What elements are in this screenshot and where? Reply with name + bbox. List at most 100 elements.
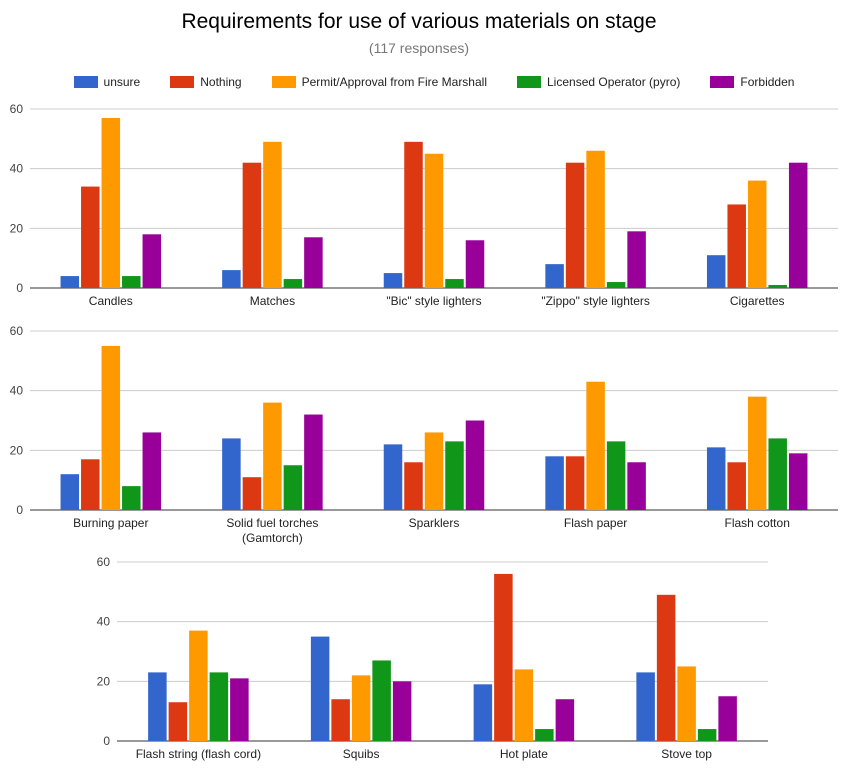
x-tick-label: Sparklers [409,516,460,530]
y-tick-label: 40 [97,615,111,629]
bar: Licensed Operator (pyro): 4 [535,729,554,741]
bar: Permit/Approval from Fire Marshall: 46 [586,150,605,288]
bar: Nothing: 28 [727,204,746,288]
y-tick-label: 20 [10,443,24,457]
chart-panel-2: 0204060unsure: 12Nothing: 17Permit/Appro… [10,324,838,545]
legend-swatch [73,76,98,88]
bar: Permit/Approval from Fire Marshall: 26 [424,432,444,510]
chart-title: Requirements for use of various material… [181,10,657,33]
legend-label: Nothing [200,75,242,89]
legend-label: unsure [103,75,141,89]
x-tick-label: "Zippo" style lighters [541,294,650,308]
bar: Nothing: 34 [81,186,100,288]
legend-swatch [271,76,296,88]
y-tick-label: 20 [97,674,111,688]
legend-item-nothing[interactable]: Nothing [170,75,242,89]
x-tick-label: "Bic" style lighters [386,294,481,308]
bar: Permit/Approval from Fire Marshall: 36 [747,180,767,288]
bar: Licensed Operator (pyro): 23 [606,441,626,510]
legend-item-permit[interactable]: Permit/Approval from Fire Marshall [271,75,487,89]
bar: Forbidden: 16 [465,240,485,288]
bar: Licensed Operator (pyro): 4 [697,729,717,741]
bar: Permit/Approval from Fire Marshall: 57 [101,117,121,288]
y-tick-label: 0 [16,503,23,517]
bar: Permit/Approval from Fire Marshall: 36 [263,402,282,510]
bar: Licensed Operator (pyro): 15 [283,465,303,510]
bar: Forbidden: 14 [555,699,575,741]
chart-panel-3: 0204060unsure: 23Nothing: 13Permit/Appro… [97,555,768,761]
y-tick-label: 40 [10,162,24,176]
x-tick-label: Squibs [343,747,380,761]
legend-label: Licensed Operator (pyro) [547,75,681,89]
bar: Permit/Approval from Fire Marshall: 24 [514,669,534,741]
bar: Forbidden: 16 [627,462,646,510]
chart-panel-1: 0204060unsure: 4Nothing: 34Permit/Approv… [10,102,838,308]
x-tick-label: Cigarettes [730,294,785,308]
bar: Licensed Operator (pyro): 4 [122,276,141,288]
bar: Forbidden: 18 [142,234,162,288]
bar: unsure: 24 [222,438,241,510]
y-tick-label: 0 [103,734,110,748]
bar: Permit/Approval from Fire Marshall: 43 [586,381,605,510]
x-tick-label: Flash cotton [725,516,790,530]
y-tick-label: 20 [10,221,24,235]
bar: Nothing: 18 [565,456,585,510]
bar: unsure: 22 [383,444,403,510]
legend-swatch [517,76,541,88]
bar: Forbidden: 30 [465,420,485,510]
bar: Licensed Operator (pyro): 23 [445,441,464,510]
bar: unsure: 19 [473,684,493,741]
bar: Licensed Operator (pyro): 27 [372,660,391,741]
legend: unsure Nothing Permit/Approval from Fire… [0,75,868,89]
bar: Forbidden: 17 [304,237,323,288]
bar: Forbidden: 20 [392,681,412,741]
bar: Nothing: 42 [242,162,262,288]
legend-swatch [710,76,735,88]
y-tick-label: 60 [10,324,24,338]
bar: Permit/Approval from Fire Marshall: 45 [424,153,444,288]
legend-label: Permit/Approval from Fire Marshall [301,75,487,89]
legend-swatch [170,76,195,88]
chart-subtitle: (117 responses) [368,40,470,56]
y-tick-label: 60 [10,102,24,116]
bar: Licensed Operator (pyro): 24 [768,438,787,510]
x-tick-label: Flash string (flash cord) [136,747,261,761]
bar: Forbidden: 21 [230,678,249,741]
bar: unsure: 21 [706,447,726,510]
bar: Nothing: 16 [404,462,423,510]
bar: Forbidden: 32 [304,414,323,510]
bar: Forbidden: 15 [718,696,737,741]
bar: Permit/Approval from Fire Marshall: 22 [351,675,371,741]
legend-item-licensed-operator[interactable]: Licensed Operator (pyro) [517,75,680,89]
bar: Nothing: 16 [727,462,746,510]
bar: Permit/Approval from Fire Marshall: 25 [677,666,696,741]
bar: unsure: 12 [60,474,80,510]
x-tick-label: Candles [89,294,133,308]
bar: unsure: 4 [60,276,80,288]
legend-item-unsure[interactable]: unsure [73,75,141,89]
bar: Licensed Operator (pyro): 3 [283,279,303,288]
bar: Licensed Operator (pyro): 3 [445,279,464,288]
bar: Permit/Approval from Fire Marshall: 37 [189,630,208,741]
bar: Nothing: 49 [656,594,676,741]
legend-item-forbidden[interactable]: Forbidden [710,75,794,89]
bar: unsure: 5 [383,273,403,288]
bar: Licensed Operator (pyro): 1 [768,285,787,288]
x-tick-label: Matches [250,294,295,308]
x-tick-label: Flash paper [564,516,627,530]
bar: Nothing: 49 [404,141,423,288]
bar: unsure: 6 [222,270,241,288]
legend-label: Forbidden [740,75,795,89]
bar: Forbidden: 19 [627,231,646,288]
bar: Nothing: 14 [331,699,350,741]
bar: unsure: 23 [148,672,167,741]
y-tick-label: 60 [97,555,111,569]
bar: Forbidden: 19 [788,453,808,510]
bar: Licensed Operator (pyro): 8 [122,486,141,510]
bar: Nothing: 13 [168,702,188,741]
bar: Permit/Approval from Fire Marshall: 38 [747,396,767,510]
bar: Nothing: 17 [81,459,100,510]
bar: Licensed Operator (pyro): 2 [606,282,626,288]
bar: Forbidden: 26 [142,432,162,510]
